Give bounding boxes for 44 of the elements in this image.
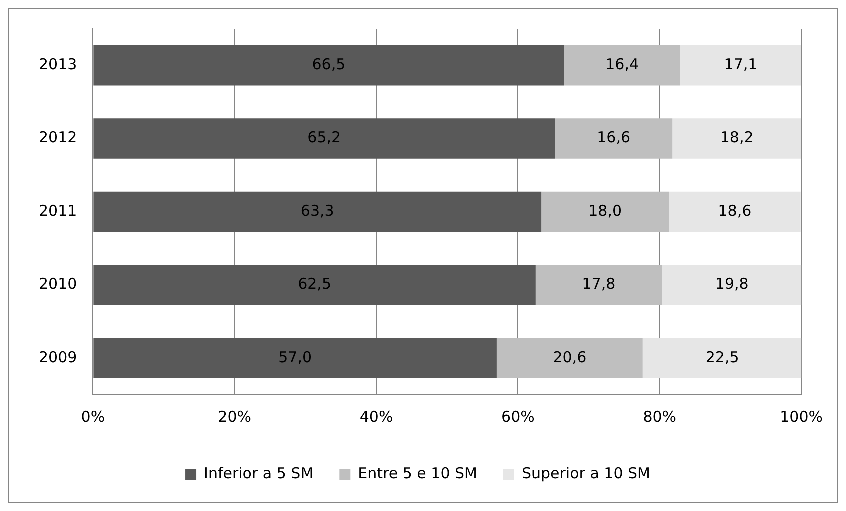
x-tick-label: 20% (218, 408, 252, 426)
data-label: 65,2 (308, 128, 342, 147)
data-label: 63,3 (300, 202, 334, 220)
legend-label: Superior a 10 SM (522, 464, 650, 482)
data-label: 16,4 (606, 55, 640, 74)
data-label: 17,8 (582, 275, 616, 294)
bar (669, 192, 801, 232)
bar (662, 265, 802, 306)
data-label: 18,6 (718, 202, 752, 220)
data-label: 66,5 (312, 55, 346, 74)
x-tick-label: 80% (643, 408, 677, 426)
bar (94, 265, 536, 306)
data-label: 19,8 (715, 275, 749, 294)
bar (536, 265, 662, 306)
bar (94, 338, 497, 379)
bar (680, 45, 802, 86)
data-label: 20,6 (553, 348, 587, 366)
legend-label: Entre 5 e 10 SM (358, 464, 478, 482)
data-label: 22,5 (706, 348, 740, 366)
bar (642, 338, 802, 379)
y-tick-label: 2009 (38, 348, 78, 366)
y-tick-label: 2010 (38, 275, 78, 294)
bar (564, 45, 680, 86)
data-label: 57,0 (278, 348, 312, 366)
bar (496, 338, 643, 379)
bar (672, 118, 802, 159)
data-label: 18,2 (720, 128, 754, 147)
data-label: 18,0 (588, 202, 622, 220)
bar (542, 192, 670, 232)
data-label: 17,1 (724, 55, 758, 74)
bar (94, 192, 542, 232)
y-tick-label: 2011 (38, 202, 78, 220)
y-tick-label: 2012 (38, 128, 78, 147)
bar (94, 118, 556, 159)
y-tick-label: 2013 (38, 55, 78, 74)
x-tick-label: 40% (360, 408, 394, 426)
legend-label: Inferior a 5 SM (204, 464, 314, 482)
x-tick-label: 0% (81, 408, 106, 426)
data-label: 16,6 (597, 128, 631, 147)
x-tick-label: 60% (502, 408, 535, 426)
x-tick-label: 100% (780, 408, 824, 426)
bar (555, 118, 673, 159)
bar (94, 45, 564, 86)
data-label: 62,5 (298, 275, 332, 294)
